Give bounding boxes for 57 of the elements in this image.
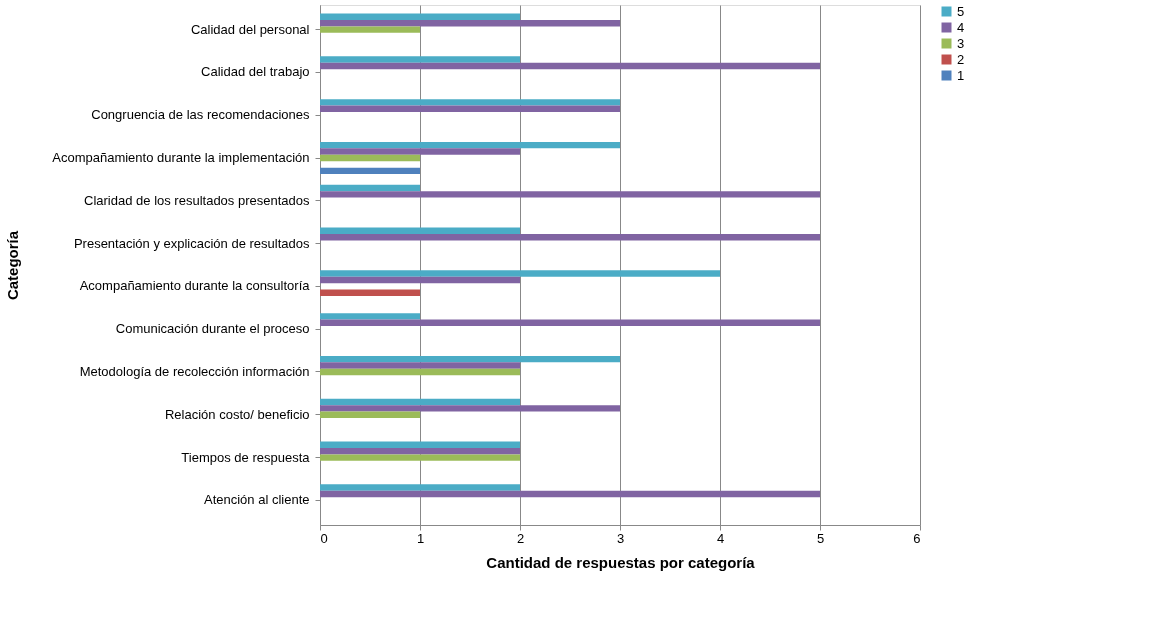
bar [320, 56, 520, 63]
bar [320, 233, 820, 241]
bar [320, 62, 820, 70]
bar [320, 454, 520, 461]
bar [320, 167, 420, 175]
bar [320, 447, 520, 455]
bar [320, 154, 420, 162]
x-tick-label: 0 [320, 530, 328, 546]
legend-label: 1 [957, 67, 965, 83]
bar [320, 270, 720, 277]
bar [320, 490, 820, 498]
bar [320, 19, 620, 27]
bar [320, 405, 620, 412]
bar [320, 148, 520, 155]
legend-label: 5 [957, 3, 965, 19]
x-tick-label: 1 [416, 530, 425, 546]
bar [320, 411, 420, 418]
y-tick-label: Comunicación durante el proceso [115, 321, 310, 337]
bar [320, 191, 820, 198]
y-tick-label: Calidad del personal [190, 21, 310, 37]
bar [320, 276, 520, 284]
bar [320, 99, 620, 106]
legend-label: 3 [957, 35, 965, 51]
x-tick-label: 6 [913, 530, 921, 546]
x-axis-title: Cantidad de respuestas por categoría [486, 553, 756, 571]
bar [320, 368, 520, 376]
y-tick-label: Acompañamiento durante la consultoría [79, 278, 311, 294]
bar [320, 484, 520, 491]
y-axis-title: Categoría [3, 230, 21, 301]
legend-label: 2 [957, 51, 965, 67]
bar [320, 313, 420, 320]
bar [320, 227, 520, 234]
x-tick-label: 4 [716, 530, 725, 546]
bar [320, 362, 520, 369]
bar [320, 26, 420, 33]
bar [320, 441, 520, 448]
bar [320, 13, 520, 20]
y-tick-label: Congruencia de las recomendaciones [91, 107, 310, 123]
bar [320, 319, 820, 326]
x-tick-label: 2 [516, 530, 525, 546]
bar [320, 141, 620, 149]
y-tick-label: Metodología de recolección información [79, 364, 310, 379]
y-tick-label: Relación costo/ beneficio [164, 406, 310, 422]
y-tick-label: Atención al cliente [203, 492, 310, 508]
bar [320, 289, 420, 297]
x-tick-label: 5 [816, 530, 825, 546]
y-tick-label: Presentación y explicación de resultados [73, 235, 310, 251]
x-tick-label: 3 [616, 530, 625, 546]
y-tick-label: Calidad del trabajo [201, 64, 310, 80]
y-tick-label: Acompañamiento durante la implementación [52, 150, 310, 165]
y-tick-label: Claridad de los resultados presentados [84, 192, 310, 208]
legend-label: 4 [957, 19, 965, 35]
bar [320, 355, 620, 363]
y-tick-label: Tiempos de respuesta [181, 449, 311, 465]
bar [320, 398, 520, 406]
bar [320, 105, 620, 112]
bar [320, 184, 420, 192]
